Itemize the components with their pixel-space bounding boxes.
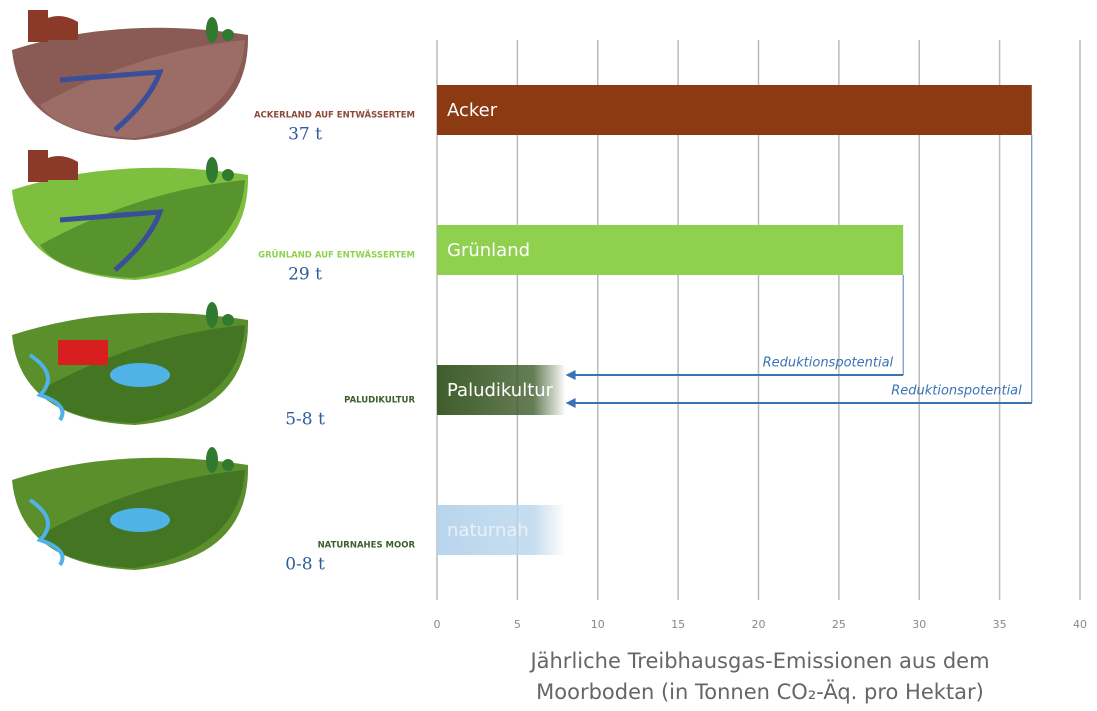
tree (206, 302, 218, 328)
side-label: NATURNAHES MOOR (318, 541, 416, 551)
side-label: ACKERLAND AUF ENTWÄSSERTEM (254, 110, 415, 121)
bar (437, 505, 566, 555)
hill-band (40, 40, 245, 138)
bar (437, 225, 904, 275)
arrow-head (565, 398, 576, 408)
x-tick-label: 15 (671, 618, 685, 631)
tree (206, 17, 218, 43)
tree (206, 447, 218, 473)
tree (222, 169, 234, 181)
x-tick-label: 0 (434, 618, 441, 631)
illustration (12, 302, 249, 425)
barn (40, 156, 78, 180)
bar-label: Grünland (447, 240, 530, 261)
x-tick-label: 20 (752, 618, 766, 631)
bar-label: naturnah (447, 520, 529, 541)
water (110, 508, 170, 532)
hill-band (40, 180, 245, 278)
bar-label: Paludikultur (447, 380, 554, 401)
illustration (12, 10, 249, 141)
machine (58, 340, 108, 365)
bar-label: Acker (447, 100, 498, 121)
side-amount: 37 t (288, 125, 322, 145)
tree (222, 29, 234, 41)
x-tick-label: 40 (1073, 618, 1087, 631)
x-axis-title: Moorboden (in Tonnen CO₂-Äq. pro Hektar) (536, 679, 984, 704)
stream (28, 353, 65, 422)
barn (40, 16, 78, 40)
side-label: GRÜNLAND AUF ENTWÄSSERTEM (258, 250, 415, 261)
x-tick-label: 30 (912, 618, 926, 631)
bar (437, 365, 566, 415)
ditch (59, 69, 164, 132)
x-axis-title: Jährliche Treibhausgas-Emissionen aus de… (528, 649, 989, 673)
annotation: Reduktionspotential (891, 384, 1022, 399)
side-amount: 0-8 t (285, 555, 325, 575)
x-tick-label: 10 (591, 618, 605, 631)
tree (222, 459, 234, 471)
side-amount: 29 t (288, 265, 322, 285)
x-tick-label: 25 (832, 618, 846, 631)
illustration (12, 447, 249, 570)
tree (222, 314, 234, 326)
stream (28, 498, 65, 567)
tree (206, 157, 218, 183)
x-tick-label: 35 (993, 618, 1007, 631)
x-tick-label: 5 (514, 618, 521, 631)
side-label: PALUDIKULTUR (344, 396, 415, 406)
arrow-head (565, 370, 576, 380)
side-amount: 5-8 t (285, 410, 325, 430)
water (110, 363, 170, 387)
ditch (59, 209, 164, 272)
annotation: Reduktionspotential (763, 356, 894, 371)
bar (437, 85, 1032, 135)
illustration (12, 150, 249, 280)
